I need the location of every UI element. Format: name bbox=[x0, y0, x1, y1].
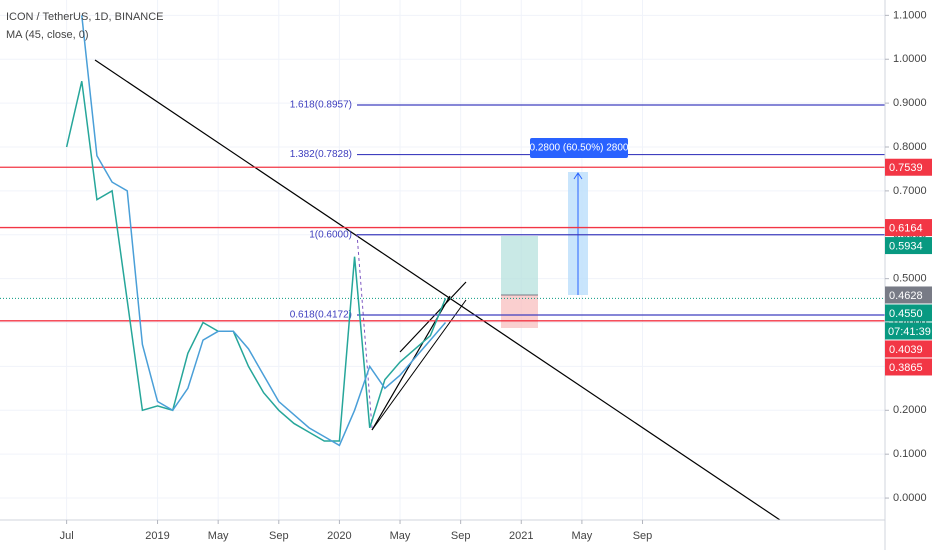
price-line bbox=[65, 81, 447, 442]
y-tick-label: 0.5000 bbox=[893, 273, 927, 285]
x-tick-label: Sep bbox=[269, 530, 289, 542]
y-tick-label: 1.0000 bbox=[893, 53, 927, 65]
price-label-bg bbox=[885, 286, 932, 304]
x-tick-label: 2020 bbox=[327, 530, 351, 542]
x-tick-label: May bbox=[208, 530, 229, 542]
price-label: 0.6164 bbox=[889, 222, 923, 234]
price-line bbox=[81, 15, 447, 447]
y-tick-label: 0.1000 bbox=[893, 448, 927, 460]
price-label-bg bbox=[885, 340, 932, 358]
fib-label: 1(0.6000) bbox=[309, 229, 352, 240]
price-label-bg bbox=[885, 358, 932, 376]
channel-line bbox=[399, 281, 467, 353]
measure-label: 0.2800 (60.50%) 2800 bbox=[530, 143, 629, 154]
fib-anchor-line bbox=[356, 233, 373, 429]
x-tick-label: 2021 bbox=[509, 530, 533, 542]
plot-area: 1.618(0.8957) 1.382(0.7828) 1(0.6000) 0.618… bbox=[0, 15, 885, 520]
y-tick-label: 0.7000 bbox=[893, 185, 927, 197]
long-stop-zone bbox=[501, 295, 538, 328]
price-label: 0.3865 bbox=[889, 362, 923, 374]
axes bbox=[0, 0, 886, 550]
x-tick-label: 2019 bbox=[145, 530, 169, 542]
price-label-bg bbox=[885, 237, 932, 255]
price-label: 0.4039 bbox=[889, 344, 923, 356]
price-label: 0.4628 bbox=[889, 290, 923, 302]
x-tick-label: Jul bbox=[60, 530, 74, 542]
measure-arrowhead bbox=[573, 172, 583, 180]
x-tick-label: May bbox=[390, 530, 411, 542]
long-target-zone bbox=[501, 236, 538, 295]
countdown-bg bbox=[885, 322, 932, 340]
y-tick-label: 0.2000 bbox=[893, 404, 927, 416]
price-label-bg bbox=[885, 219, 932, 237]
x-tick-label: Sep bbox=[451, 530, 471, 542]
y-tick-label: 1.1000 bbox=[893, 9, 927, 21]
countdown: 07:41:39 bbox=[888, 326, 931, 338]
fib-label: 1.618(0.8957) bbox=[290, 100, 352, 111]
indicator-legend: MA (45, close, 0) bbox=[6, 29, 89, 41]
price-label: 0.4550 bbox=[889, 308, 923, 320]
y-tick-label: 0.0000 bbox=[893, 492, 927, 504]
price-label-bg bbox=[885, 158, 932, 176]
fib-label: 0.618(0.4172) bbox=[290, 310, 352, 321]
price-label-bg bbox=[885, 304, 932, 322]
x-tick-label: Sep bbox=[633, 530, 653, 542]
trend-line bbox=[94, 59, 781, 520]
y-tick-label: 0.8000 bbox=[893, 141, 927, 153]
price-label: 0.5934 bbox=[889, 240, 923, 252]
grid bbox=[0, 0, 885, 520]
x-tick-label: May bbox=[572, 530, 593, 542]
y-tick-label: 0.9000 bbox=[893, 97, 927, 109]
price-label: 0.7539 bbox=[889, 162, 923, 174]
chart-title: ICON / TetherUS, 1D, BINANCE bbox=[6, 11, 164, 23]
fib-label: 1.382(0.7828) bbox=[290, 149, 352, 160]
measure-label-bg bbox=[530, 138, 628, 158]
channel-line bbox=[371, 299, 467, 431]
